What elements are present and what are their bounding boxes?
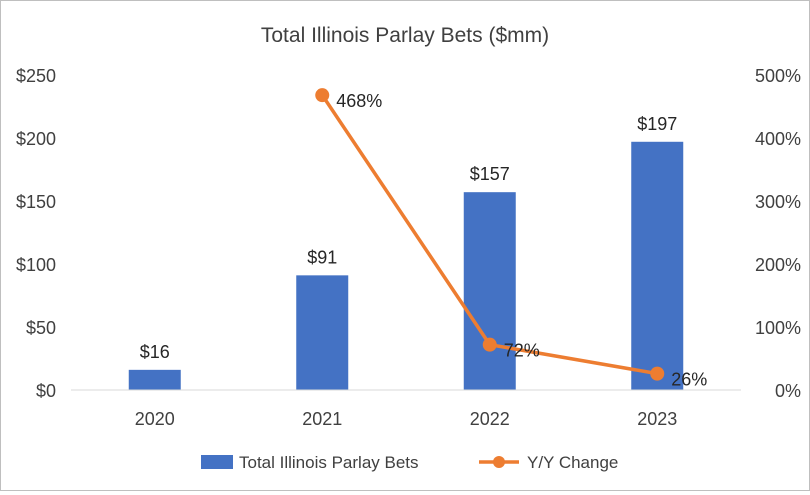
bar: [296, 275, 349, 390]
legend-line-label: Y/Y Change: [527, 453, 618, 472]
plot-area: $0 $50 $100 $150 $200 $250 0% 100% 200% 300% 400% 5…: [16, 66, 801, 429]
line-point: [315, 88, 330, 103]
legend-bar-label: Total Illinois Parlay Bets: [239, 453, 419, 472]
bar-data-label: $91: [307, 247, 337, 267]
bar-data-label: $157: [470, 164, 510, 184]
bar: [463, 192, 516, 390]
left-axis-tick-label: $100: [16, 255, 56, 275]
right-axis-tick-label: 0%: [775, 381, 801, 401]
left-axis-tick-label: $150: [16, 192, 56, 212]
x-axis-tick-label: 2023: [637, 409, 677, 429]
x-axis-tick-label: 2021: [302, 409, 342, 429]
x-axis-tick-label: 2022: [470, 409, 510, 429]
left-axis-tick-label: $0: [36, 381, 56, 401]
right-axis-tick-label: 400%: [755, 129, 801, 149]
right-axis-tick-label: 500%: [755, 66, 801, 86]
line-data-label: 26%: [671, 370, 707, 390]
left-axis-tick-label: $50: [26, 318, 56, 338]
line-point: [650, 366, 665, 381]
left-axis-tick-label: $200: [16, 129, 56, 149]
legend-line-marker: [493, 456, 505, 468]
right-axis-tick-label: 300%: [755, 192, 801, 212]
bar: [631, 141, 684, 390]
bar-data-label: $197: [637, 114, 677, 134]
bar-data-label: $16: [140, 342, 170, 362]
bar: [128, 369, 181, 390]
legend-bar-swatch: [201, 455, 233, 469]
right-axis-tick-label: 200%: [755, 255, 801, 275]
left-axis-tick-label: $250: [16, 66, 56, 86]
legend: Total Illinois Parlay Bets Y/Y Change: [201, 453, 618, 472]
chart-title: Total Illinois Parlay Bets ($mm): [261, 24, 549, 47]
x-axis-tick-label: 2020: [135, 409, 175, 429]
right-axis-tick-label: 100%: [755, 318, 801, 338]
line-point: [482, 337, 497, 352]
line-data-label: 468%: [336, 91, 382, 111]
line-data-label: 72%: [504, 341, 540, 361]
